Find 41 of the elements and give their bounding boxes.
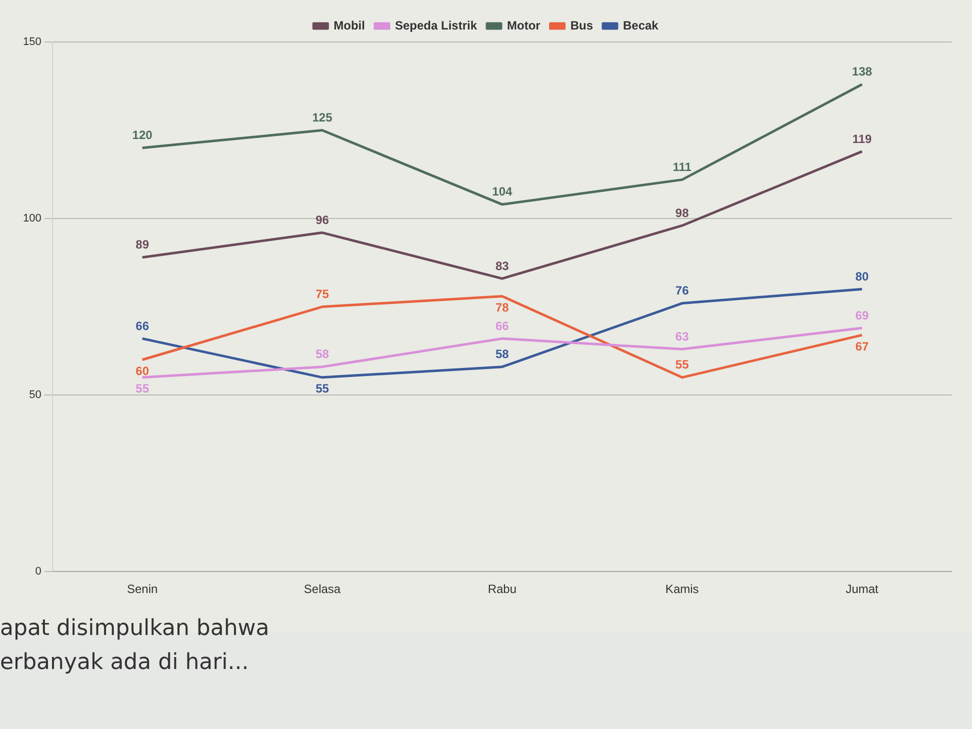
data-label: 58 (316, 347, 330, 362)
data-label: 75 (316, 287, 330, 302)
data-label: 125 (312, 110, 333, 125)
data-label: 83 (495, 258, 510, 273)
x-tick-label: Kamis (665, 582, 699, 596)
legend-label: Mobil (334, 18, 365, 32)
legend-label: Sepeda Listrik (394, 18, 478, 32)
data-label: 96 (316, 212, 330, 227)
data-label: 63 (675, 329, 690, 344)
data-label: 111 (672, 160, 692, 174)
y-tick-label: 100 (22, 212, 42, 225)
legend-label: Bus (570, 18, 594, 32)
data-label: 69 (855, 308, 870, 322)
data-label: 66 (136, 318, 150, 333)
x-tick-label: Senin (126, 582, 158, 596)
data-label: 58 (495, 347, 510, 362)
data-label: 80 (855, 269, 870, 284)
text: erbanyak ada di hari... (0, 649, 250, 677)
legend-label: Becak (622, 18, 659, 32)
x-tick-label: Rabu (488, 582, 517, 596)
data-label: 98 (675, 206, 690, 220)
y-tick-label: 50 (29, 389, 42, 402)
data-label: 66 (495, 318, 510, 333)
x-tick-label: Selasa (304, 582, 341, 596)
data-label: 67 (855, 339, 870, 354)
data-label: 104 (492, 184, 513, 199)
legend-label: Motor (507, 18, 541, 32)
data-label: 76 (675, 284, 690, 298)
data-label: 55 (136, 382, 150, 396)
x-tick-label: Jumat (846, 582, 880, 596)
y-tick-label: 150 (22, 36, 42, 48)
data-label: 55 (675, 358, 690, 372)
data-label: 119 (852, 132, 872, 146)
y-tick-label: 0 (35, 566, 42, 578)
data-label: 60 (136, 364, 150, 378)
data-label: 138 (852, 64, 872, 79)
text: apat disimpulkan bahwa (0, 615, 270, 643)
data-label: 89 (136, 238, 150, 252)
data-label: 120 (132, 128, 153, 142)
data-label: 55 (316, 382, 330, 396)
data-label: 78 (495, 300, 510, 315)
